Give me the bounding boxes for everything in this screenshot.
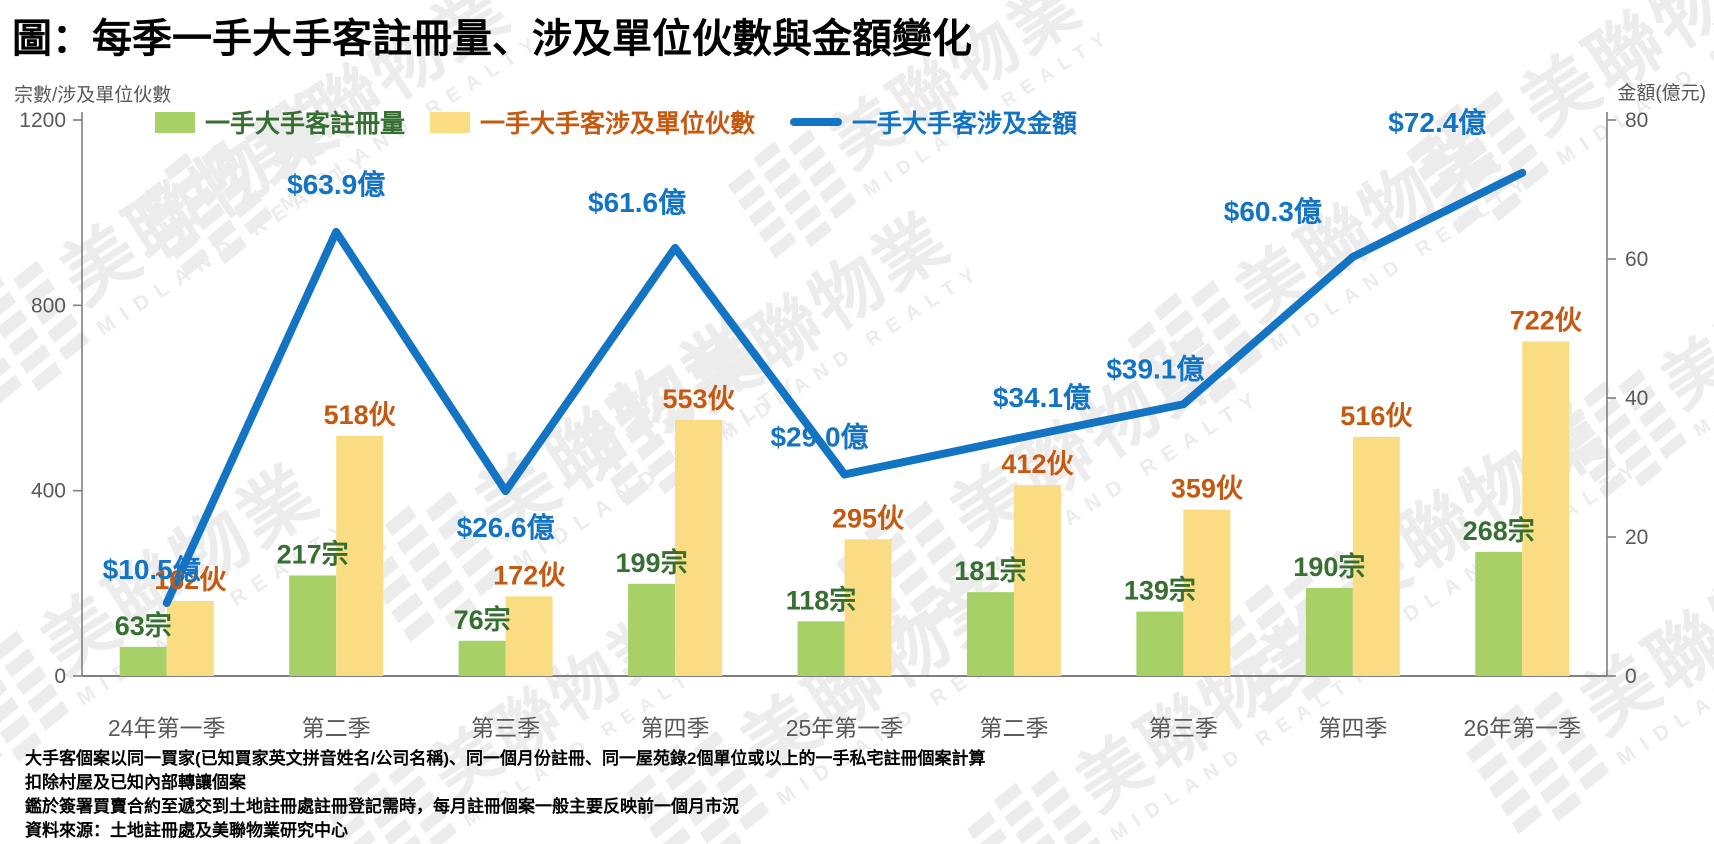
legend-item-amount: 一手大手客涉及金額 (790, 104, 1077, 140)
registrations-value-label: 199宗 (616, 547, 688, 578)
registrations-value-label: 118宗 (786, 584, 857, 615)
bar-units (844, 539, 892, 676)
bar-registrations (966, 592, 1014, 676)
units-value-label: 722伙 (1510, 305, 1583, 335)
legend-label: 一手大手客涉及金額 (852, 110, 1078, 138)
amount-value-label: $63.9億 (287, 169, 385, 200)
registrations-value-label: 139宗 (1124, 575, 1196, 606)
left-axis-tick-label: 400 (31, 480, 66, 503)
amount-value-label: $34.1億 (993, 382, 1091, 413)
units-value-label: 295伙 (832, 503, 905, 533)
category-label: 24年第一季 (108, 715, 226, 741)
legend-label: 一手大手客涉及單位伙數 (480, 110, 756, 138)
footnote-line: 資料來源：土地註冊處及美聯物業研究中心 (25, 821, 348, 840)
bar-registrations (1305, 587, 1353, 676)
blue-line-swatch-icon (790, 118, 842, 126)
units-value-label: 162伙 (154, 565, 227, 595)
green-bar-swatch-icon (155, 111, 195, 133)
registrations-value-label: 181宗 (954, 555, 1026, 586)
registrations-value-label: 76宗 (454, 604, 511, 635)
bar-units (1183, 509, 1231, 676)
units-value-label: 516伙 (1340, 401, 1413, 431)
category-label: 第四季 (641, 715, 710, 741)
right-axis-tick-label: 40 (1625, 387, 1648, 410)
bar-units (336, 435, 384, 676)
bar-units (1522, 341, 1570, 676)
footnote-line: 鑑於簽署買賣合約至遞交到土地註冊處註冊登記需時，每月註冊個案一般主要反映前一個月… (25, 797, 739, 816)
bar-registrations (458, 640, 506, 676)
legend-item-units: 一手大手客涉及單位伙數 (430, 104, 755, 140)
registrations-value-label: 268宗 (1463, 515, 1535, 546)
right-axis-unit-label: 金額(億元) (1617, 83, 1706, 104)
category-label: 26年第一季 (1463, 715, 1581, 741)
category-label: 第四季 (1318, 715, 1387, 741)
units-value-label: 412伙 (1001, 449, 1074, 479)
left-axis-tick-label: 800 (31, 294, 66, 317)
right-axis-tick-label: 0 (1625, 665, 1637, 688)
footnote-line: 大手客個案以同一買家(已知買家英文拼音姓名/公司名稱)、同一個月份註冊、同一屋苑… (25, 749, 986, 768)
amount-value-label: $61.6億 (588, 187, 686, 218)
chart-title: 圖：每季一手大手客註冊量、涉及單位伙數與金額變化 (12, 17, 972, 61)
amount-value-label: $29.0億 (770, 421, 868, 452)
bar-units (505, 596, 553, 676)
bar-registrations (628, 583, 676, 676)
bar-registrations (119, 646, 167, 676)
bar-units (1013, 485, 1061, 676)
bar-units (1352, 436, 1400, 676)
units-value-label: 518伙 (324, 400, 397, 430)
amount-value-label: $39.1億 (1106, 353, 1204, 384)
legend-item-registrations: 一手大手客註冊量 (155, 104, 405, 140)
amount-value-label: $72.4億 (1388, 107, 1486, 138)
category-label: 第三季 (1149, 715, 1218, 741)
amount-value-label: $26.6億 (457, 512, 555, 543)
registrations-value-label: 63宗 (115, 610, 172, 641)
units-value-label: 553伙 (663, 384, 736, 414)
line-amount (162, 168, 1527, 608)
chart-legend: 一手大手客註冊量 一手大手客涉及單位伙數 一手大手客涉及金額 (0, 104, 1714, 138)
yellow-bar-swatch-icon (430, 111, 470, 133)
footnotes: 大手客個案以同一買家(已知買家英文拼音姓名/公司名稱)、同一個月份註冊、同一屋苑… (25, 747, 986, 843)
right-axis-tick-label: 20 (1625, 526, 1648, 549)
bar-units (675, 419, 723, 676)
bar-registrations (1136, 611, 1184, 676)
left-axis-tick-label: 0 (54, 665, 66, 688)
units-value-label: 172伙 (493, 560, 566, 590)
right-axis-tick-label: 80 (1625, 109, 1648, 132)
left-axis-unit-label: 宗數/涉及單位伙數 (14, 85, 172, 106)
footnote-line: 扣除村屋及已知內部轉讓個案 (25, 773, 246, 792)
category-label: 第二季 (302, 715, 371, 741)
legend-label: 一手大手客註冊量 (205, 110, 406, 138)
units-value-label: 359伙 (1171, 474, 1244, 504)
registrations-value-label: 217宗 (277, 538, 349, 569)
category-label: 第三季 (471, 715, 540, 741)
left-axis-tick-label: 1200 (19, 109, 66, 132)
bar-registrations (797, 621, 845, 676)
category-label: 25年第一季 (786, 715, 904, 741)
bar-registrations (289, 575, 337, 676)
amount-value-label: $60.3億 (1224, 196, 1322, 227)
registrations-value-label: 190宗 (1293, 551, 1365, 582)
amount-value-label: $10.5億 (103, 554, 201, 585)
category-label: 第二季 (979, 715, 1048, 741)
right-axis-tick-label: 60 (1625, 248, 1648, 271)
bar-units (166, 600, 214, 676)
bar-registrations (1475, 551, 1523, 676)
